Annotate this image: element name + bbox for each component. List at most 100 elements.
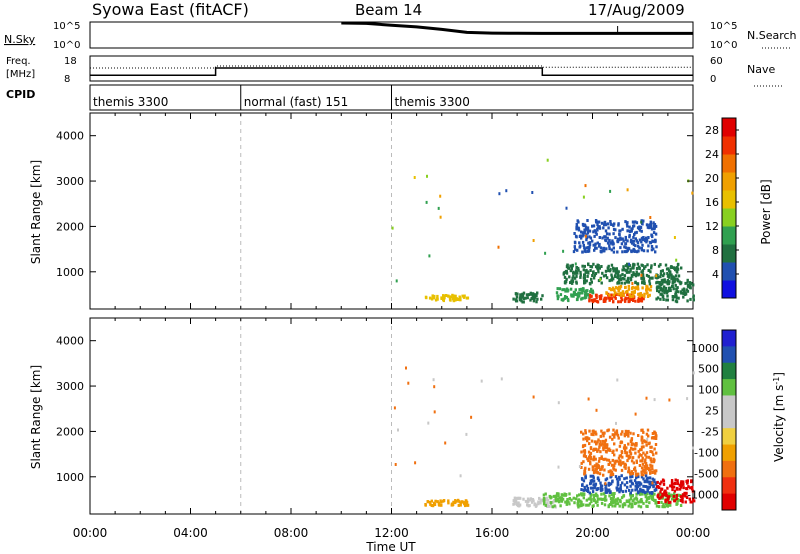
echo-cell <box>603 440 607 444</box>
echo-cell <box>684 494 687 498</box>
echo-cell <box>585 498 588 502</box>
echo-cell <box>641 277 644 281</box>
echo-cell <box>616 272 620 276</box>
velocity-colorbar-cell <box>722 395 736 413</box>
echo-cell <box>645 291 648 295</box>
echo-cell <box>436 500 439 504</box>
echo-cell <box>657 493 660 497</box>
velocity-colorbar-cell <box>722 411 736 429</box>
echo-cell <box>524 296 527 300</box>
echo-cell <box>605 232 609 236</box>
y-tick-label: 1000 <box>56 266 84 279</box>
echo-cell <box>657 290 661 294</box>
echo-cell <box>570 265 573 269</box>
echo-cell <box>637 292 640 296</box>
echo-cell <box>619 488 623 492</box>
scatter-echo <box>609 189 612 193</box>
echo-cell <box>628 270 631 274</box>
echo-cell <box>660 480 663 484</box>
echo-cell <box>609 461 612 465</box>
y-tick-label: 2000 <box>56 220 84 233</box>
echo-cell <box>659 272 663 276</box>
echo-cell <box>591 239 594 243</box>
echo-cell <box>647 434 650 438</box>
echo-cell <box>629 491 632 495</box>
echo-cell <box>646 249 649 253</box>
echo-cell <box>657 505 661 509</box>
echo-cell <box>645 451 649 455</box>
echo-cell <box>690 480 693 484</box>
echo-cell <box>575 274 578 278</box>
scatter-echo <box>432 378 435 382</box>
freq-label-line2: [MHz] <box>6 69 35 80</box>
echo-cell <box>596 263 599 267</box>
echo-cell <box>623 277 626 281</box>
echo-cell <box>665 491 668 495</box>
echo-cell <box>588 241 592 245</box>
echo-cell <box>680 499 683 503</box>
echo-cell <box>668 495 671 499</box>
echo-cell <box>595 220 599 224</box>
echo-cell <box>641 280 644 284</box>
scatter-echo <box>626 188 629 192</box>
echo-cell <box>571 263 574 267</box>
echo-cell <box>606 222 609 226</box>
echo-cell <box>607 269 610 273</box>
echo-cell <box>557 494 560 498</box>
scatter-echo <box>433 410 436 414</box>
echo-cell <box>593 469 596 473</box>
scatter-echo <box>480 379 483 383</box>
scatter-echo <box>640 220 643 224</box>
echo-cell <box>635 443 638 447</box>
scatter-echo <box>655 274 658 278</box>
echo-cell <box>659 297 662 301</box>
echo-cell <box>599 246 603 250</box>
echo-cell <box>637 227 641 230</box>
y-tick-label: 2000 <box>56 425 84 438</box>
echo-cell <box>626 266 630 270</box>
echo-cell <box>638 483 641 487</box>
echo-cell <box>628 225 631 229</box>
echo-cell <box>634 299 637 303</box>
echo-cell <box>629 230 632 233</box>
echo-cell <box>431 504 435 508</box>
echo-cell <box>649 220 652 224</box>
echo-cell <box>576 494 579 498</box>
echo-cell <box>640 448 643 451</box>
echo-cell <box>659 269 663 273</box>
echo-cell <box>608 494 611 498</box>
echo-cell <box>649 241 653 245</box>
echo-cell <box>588 455 591 459</box>
echo-cell <box>672 287 675 291</box>
echo-cell <box>639 226 643 229</box>
echo-cell <box>642 477 645 481</box>
echo-cell <box>640 438 643 442</box>
echo-cell <box>567 500 570 504</box>
scatter-echo <box>692 371 695 375</box>
echo-cell <box>612 428 615 432</box>
echo-cell <box>597 466 601 470</box>
echo-cell <box>675 289 679 293</box>
echo-cell <box>667 275 671 279</box>
echo-cell <box>648 501 651 505</box>
scatter-echo <box>498 192 501 196</box>
echo-cell <box>692 295 695 299</box>
echo-cell <box>593 273 597 277</box>
echo-cell <box>613 435 616 439</box>
echo-cell <box>439 499 442 503</box>
echo-cell <box>596 440 599 444</box>
echo-cell <box>629 475 632 479</box>
echo-cell <box>586 439 589 443</box>
echo-cell <box>666 298 669 302</box>
echo-cell <box>454 501 457 505</box>
echo-cell <box>681 493 685 497</box>
velocity-colorbar-frame <box>721 329 737 511</box>
echo-cell <box>632 271 635 275</box>
power-colorbar-tick-label: 12 <box>705 220 719 233</box>
echo-cell <box>644 440 647 444</box>
velocity-colorbar: 1000 500 100 25 -25 -100 -500 -1000 <box>687 329 737 511</box>
echo-cell <box>615 459 619 463</box>
echo-cell <box>619 246 622 250</box>
echo-cell <box>618 475 621 479</box>
echo-cell <box>567 266 571 270</box>
